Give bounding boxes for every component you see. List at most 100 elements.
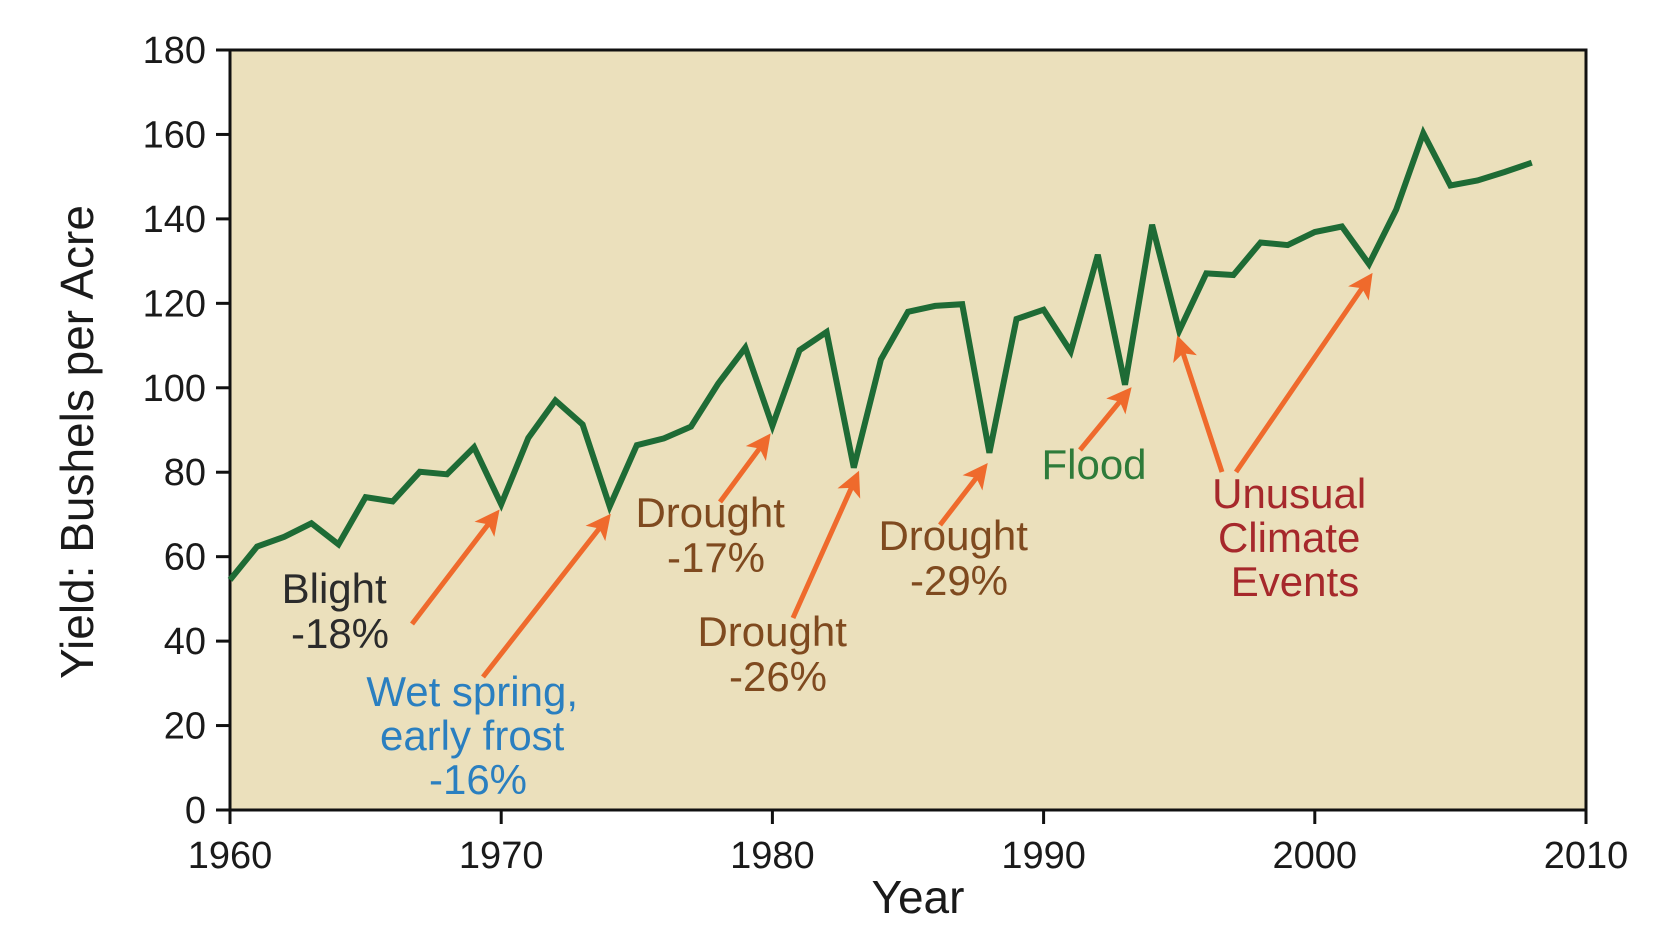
annotation-blight-line-2: -18%: [291, 610, 389, 657]
x-tick-label: 1960: [188, 835, 273, 877]
annotation-arrow-drought-29: [938, 463, 988, 527]
annotation-frost-line-2: early frost: [380, 712, 565, 759]
svg-text:Drought -29%: Drought -29%: [878, 512, 1039, 604]
data-point: [580, 422, 586, 428]
data-point: [471, 444, 477, 450]
annotation-drought-26: Drought -26%: [697, 470, 861, 700]
svg-text:Blight -18%: Blight -18%: [282, 565, 399, 657]
data-point: [715, 381, 721, 387]
data-point: [824, 329, 830, 335]
svg-text:Drought -17%: Drought -17%: [635, 489, 796, 581]
data-point: [444, 471, 450, 477]
annotation-unusual-line-2: Climate: [1218, 514, 1360, 561]
svg-text:Flood: Flood: [1041, 441, 1146, 488]
y-axis-title: Yield: Bushels per Acre: [51, 205, 103, 679]
data-point: [1312, 229, 1318, 235]
annotation-frost: Wet spring, early frost -16%: [366, 513, 611, 803]
data-point: [607, 503, 613, 509]
annotation-arrow-flood: [1078, 387, 1132, 452]
data-point: [552, 397, 558, 403]
y-tick-label: 160: [143, 114, 206, 156]
y-tick-label: 100: [143, 368, 206, 410]
data-point: [661, 435, 667, 441]
annotation-arrow-drought-26: [790, 470, 861, 620]
annotation-drought-26-line-1: Drought: [697, 608, 847, 655]
y-tick-label: 180: [143, 30, 206, 72]
data-point: [878, 356, 884, 362]
data-point: [1529, 160, 1535, 166]
annotation-frost-line-3: -16%: [429, 756, 527, 803]
data-point: [1393, 207, 1399, 213]
data-point: [1475, 177, 1481, 183]
x-tick-label: 2010: [1544, 835, 1629, 877]
y-tick-label: 20: [164, 706, 206, 748]
annotation-drought-29-line-1: Drought: [878, 512, 1028, 559]
data-point: [1203, 270, 1209, 276]
annotation-blight: Blight -18%: [282, 509, 500, 657]
data-point: [851, 465, 857, 471]
y-tick-label: 80: [164, 452, 206, 494]
data-point: [1447, 183, 1453, 189]
svg-text:Unusual Climate Ev: Unusual Climate Events: [1212, 470, 1378, 605]
data-point: [498, 501, 504, 507]
data-point: [1013, 316, 1019, 322]
data-point: [1502, 169, 1508, 175]
data-point: [363, 494, 369, 500]
y-tick-label: 40: [164, 621, 206, 663]
annotation-unusual-line-3: Events: [1231, 558, 1359, 605]
annotation-arrow-unusual-1: [1173, 335, 1225, 473]
annotation-arrow-drought-17: [717, 433, 771, 504]
data-point: [390, 498, 396, 504]
data-point: [1176, 328, 1182, 334]
y-tick-label: 140: [143, 199, 206, 241]
data-point: [227, 577, 233, 583]
y-tick-label: 0: [185, 790, 206, 832]
data-point: [281, 534, 287, 540]
data-point: [905, 309, 911, 315]
data-point: [742, 345, 748, 351]
data-point: [254, 544, 260, 550]
y-tick-label: 60: [164, 537, 206, 579]
annotation-drought-17: Drought -17%: [635, 433, 796, 581]
data-point: [932, 303, 938, 309]
annotation-frost-line-1: Wet spring,: [366, 668, 578, 715]
x-tick-label: 2000: [1273, 835, 1358, 877]
svg-text:Wet spring, early frost: Wet spring, early frost -16%: [366, 668, 589, 803]
data-point: [1149, 222, 1155, 228]
annotation-flood: Flood: [1041, 387, 1147, 488]
y-tick-label: 120: [143, 283, 206, 325]
annotation-arrow-frost: [481, 513, 611, 679]
y-axis: 0 20 40 60 80 100 120 140 160 180: [143, 30, 230, 832]
annotation-arrow-blight: [410, 509, 500, 626]
x-tick-label: 1980: [730, 835, 815, 877]
data-point: [797, 347, 803, 353]
data-point: [1095, 252, 1101, 258]
plot-area: [228, 48, 1588, 812]
data-point: [769, 423, 775, 429]
data-point: [634, 442, 640, 448]
annotation-arrow-unusual-2: [1233, 272, 1373, 474]
data-point: [1258, 240, 1264, 246]
data-point: [1230, 272, 1236, 278]
annotation-unusual-line-1: Unusual: [1212, 470, 1366, 517]
data-point: [1366, 261, 1372, 267]
data-point: [335, 541, 341, 547]
data-point: [688, 424, 694, 430]
data-point: [1041, 307, 1047, 313]
annotation-drought-29: Drought -29%: [878, 463, 1039, 604]
x-axis: 1960 1970 1980 1990 2000 2010: [188, 810, 1629, 877]
data-point: [417, 469, 423, 475]
x-axis-title: Year: [872, 871, 965, 923]
yield-series-line: [227, 125, 1533, 582]
data-point: [959, 301, 965, 307]
svg-text:Drought -26%: Drought -26%: [697, 608, 858, 700]
annotation-drought-17-line-1: Drought: [635, 489, 785, 536]
annotation-unusual-climate: Unusual Climate Events: [1173, 272, 1378, 605]
data-point: [308, 520, 314, 526]
data-point: [1068, 348, 1074, 354]
x-tick-label: 1990: [1001, 835, 1086, 877]
annotation-drought-29-line-2: -29%: [910, 557, 1008, 604]
annotation-drought-17-line-2: -17%: [667, 534, 765, 581]
annotation-blight-line-1: Blight: [282, 565, 387, 612]
